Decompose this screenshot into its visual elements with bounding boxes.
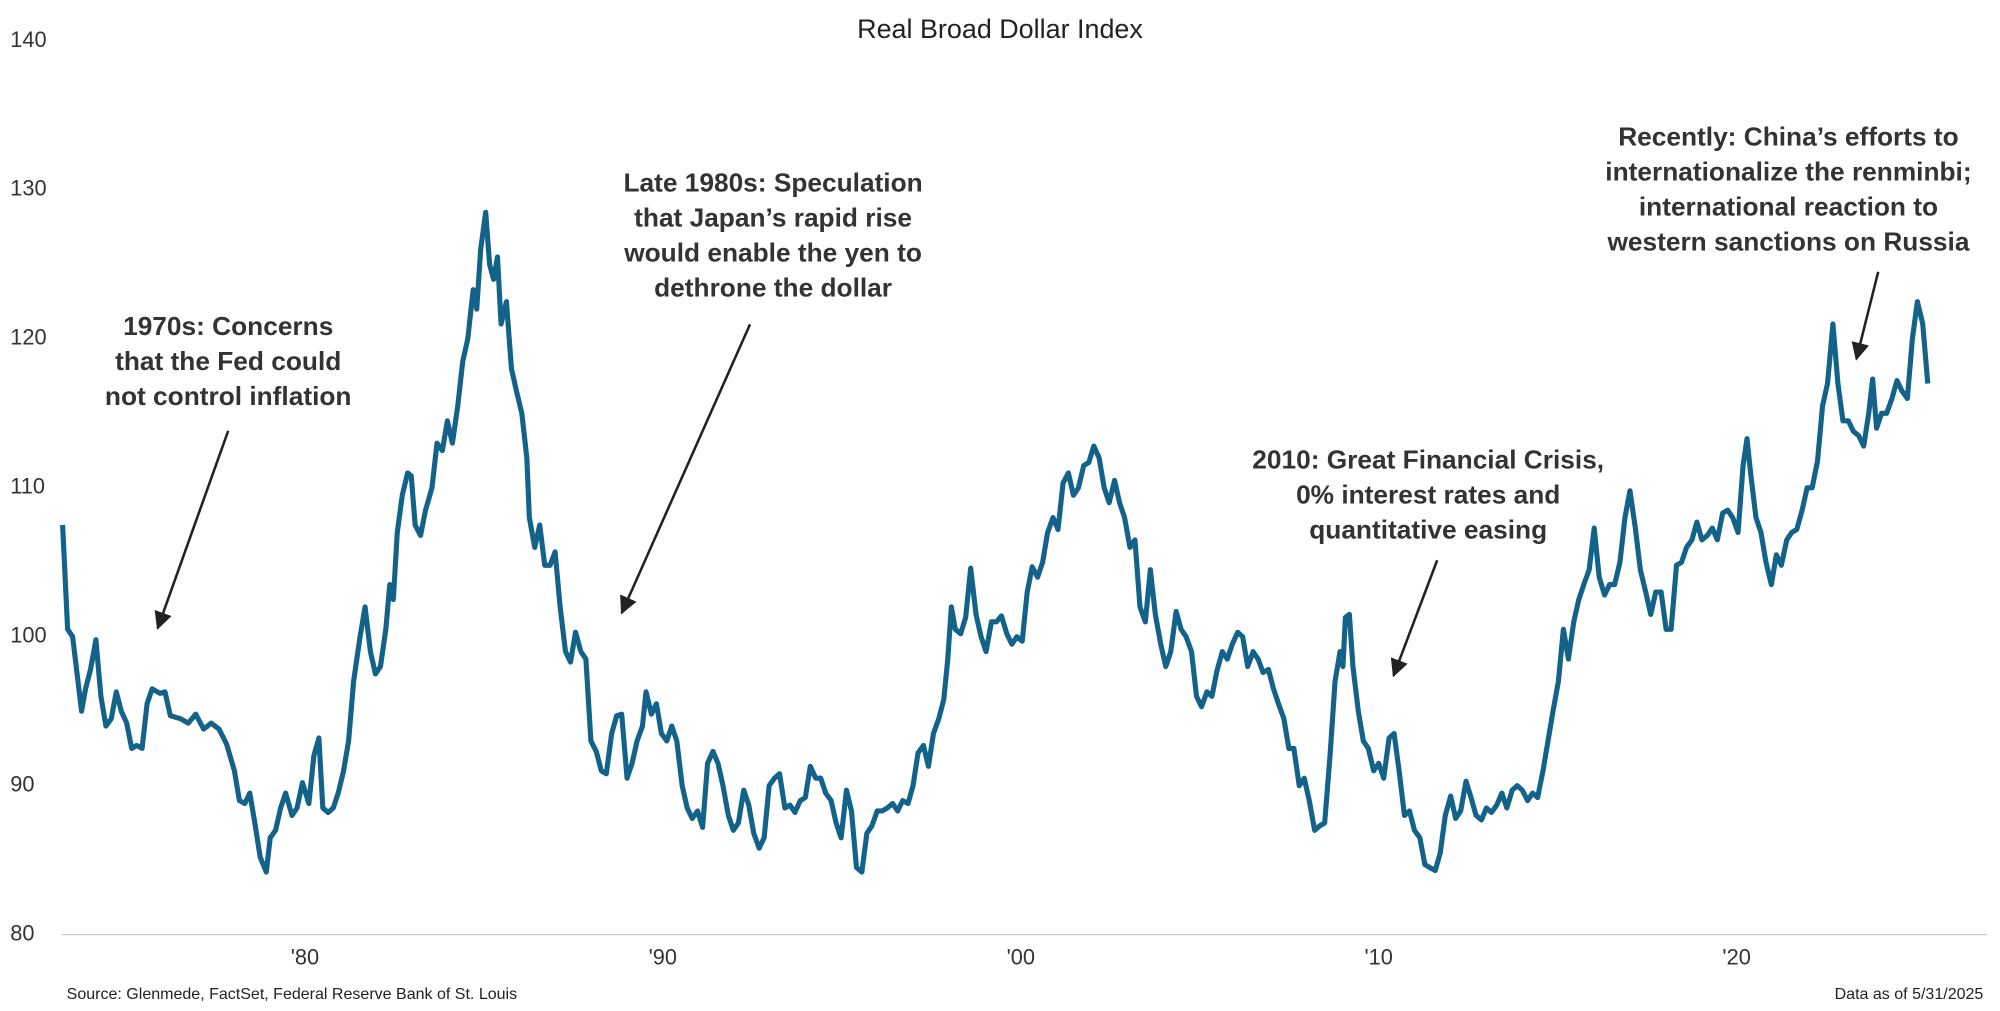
annotation: that Japan’s rapid rise [634, 203, 912, 233]
annotation: 0% interest rates and [1296, 479, 1560, 509]
arrow [1390, 559, 1439, 678]
annotation: quantitative easing [1309, 514, 1547, 544]
date-note: Data as of 5/31/2025 [1835, 985, 1984, 1003]
y-tick-label: 80 [10, 920, 34, 945]
annotation: not control inflation [105, 381, 352, 411]
y-tick-label: 120 [10, 325, 46, 350]
arrow [154, 430, 230, 630]
annotation: that the Fed could [115, 346, 341, 376]
x-tick-label: '10 [1365, 945, 1393, 970]
data-line [60, 209, 1931, 875]
y-tick-label: 90 [10, 771, 34, 796]
x-tick-label: '00 [1007, 945, 1035, 970]
arrow [620, 323, 752, 615]
x-tick-label: '90 [649, 945, 677, 970]
x-tick-label: '20 [1722, 945, 1750, 970]
annotation: would enable the yen to [623, 238, 922, 268]
annotation: international reaction to [1639, 191, 1938, 221]
source-note: Source: Glenmede, FactSet, Federal Reser… [67, 985, 517, 1003]
chart-title: Real Broad Dollar Index [857, 14, 1143, 44]
annotation: Late 1980s: Speculation [623, 168, 922, 198]
y-tick-label: 140 [10, 27, 46, 52]
annotation: internationalize the renminbi; [1605, 156, 1971, 186]
x-tick-label: '80 [291, 945, 319, 970]
annotation: 2010: Great Financial Crisis, [1252, 444, 1604, 474]
annotation: Recently: China’s efforts to [1618, 121, 1959, 151]
y-tick-label: 110 [10, 474, 45, 499]
annotation: 1970s: Concerns [123, 311, 333, 341]
y-tick-label: 100 [10, 622, 46, 647]
y-tick-label: 130 [10, 176, 46, 201]
arrow [1851, 271, 1880, 361]
annotation: dethrone the dollar [654, 273, 892, 303]
annotation: western sanctions on Russia [1606, 226, 1969, 256]
